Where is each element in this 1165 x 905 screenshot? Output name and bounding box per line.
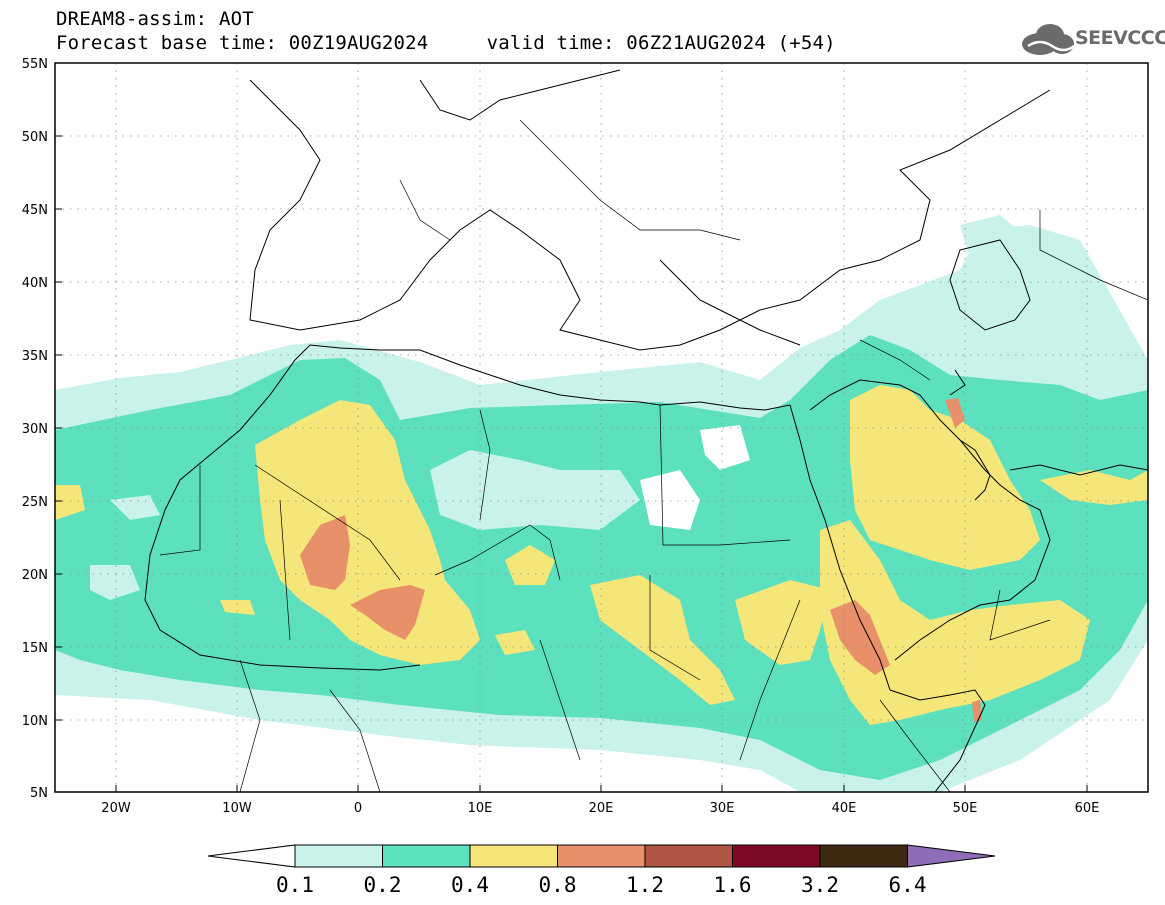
lat-label: 30N [22, 422, 48, 437]
lat-label: 40N [22, 276, 48, 291]
cloud-logo-icon [1022, 24, 1075, 55]
colorbar-label: 3.2 [801, 873, 839, 897]
aot-band-0-4 [820, 520, 1090, 725]
lat-label: 35N [22, 349, 48, 364]
aot-field [55, 63, 1148, 792]
forecast-time-line: Forecast base time: 00Z19AUG2024 valid t… [56, 32, 836, 54]
lat-label: 50N [22, 130, 48, 145]
lat-label: 55N [22, 57, 48, 72]
aot-band-0-4 [495, 630, 535, 655]
lat-label: 15N [22, 641, 48, 656]
colorbar-segment [469, 844, 558, 868]
country-borders [159, 119, 1148, 792]
colorbar-segment [819, 844, 908, 868]
colorbar-extend-high [907, 844, 996, 868]
colorbar-label: 1.6 [714, 873, 752, 897]
lat-label: 20N [22, 568, 48, 583]
colorbar-label: 0.4 [451, 873, 489, 897]
lon-ticks [115, 785, 1088, 792]
aot-band-0-4 [255, 400, 480, 665]
aot-band-0-4 [505, 545, 555, 585]
lon-label: 10E [468, 801, 493, 816]
colorbar-label: 0.8 [539, 873, 577, 897]
lon-label: 40E [832, 801, 857, 816]
logo-text: SEEVCCC [1075, 27, 1165, 49]
colorbar [207, 844, 996, 868]
aot-band-0-1 [960, 215, 1030, 260]
aot-band-0-4 [1040, 470, 1148, 505]
aot-band-0-4 [735, 580, 830, 665]
lat-label: 25N [22, 495, 48, 510]
colorbar-segment [732, 844, 821, 868]
colorbar-extend-low [207, 844, 296, 868]
aot-band-0-4 [220, 600, 255, 615]
colorbar-segment [557, 844, 646, 868]
lat-label: 5N [30, 786, 48, 801]
lon-label: 0 [354, 801, 362, 816]
lat-label: 45N [22, 203, 48, 218]
aot-band-0-4 [590, 575, 735, 705]
aot-band-0-8 [350, 585, 425, 640]
lon-label: 20E [589, 801, 614, 816]
lat-label: 10N [22, 714, 48, 729]
coastlines [144, 69, 1148, 792]
lon-label: 60E [1075, 801, 1100, 816]
colorbar-label: 6.4 [889, 873, 927, 897]
lat-ticks [55, 62, 62, 793]
colorbar-segment [294, 844, 383, 868]
aot-band-0-8 [945, 398, 965, 428]
colorbar-label: 1.2 [626, 873, 664, 897]
colorbar-label: 0.2 [364, 873, 402, 897]
aot-band-0-8 [830, 600, 890, 675]
aot-band-0-4 [850, 385, 1040, 570]
lon-label: 30E [710, 801, 735, 816]
lon-label: 50E [953, 801, 978, 816]
aot-band-0-8 [300, 515, 350, 590]
aot-band-0-4 [55, 485, 85, 520]
map-title: DREAM8-assim: AOT [56, 8, 254, 30]
colorbar-segment [382, 844, 471, 868]
lon-label: 20W [101, 801, 131, 816]
colorbar-segment [644, 844, 733, 868]
colorbar-label: 0.1 [276, 873, 314, 897]
graticule [55, 63, 1148, 792]
lon-label: 10W [222, 801, 252, 816]
